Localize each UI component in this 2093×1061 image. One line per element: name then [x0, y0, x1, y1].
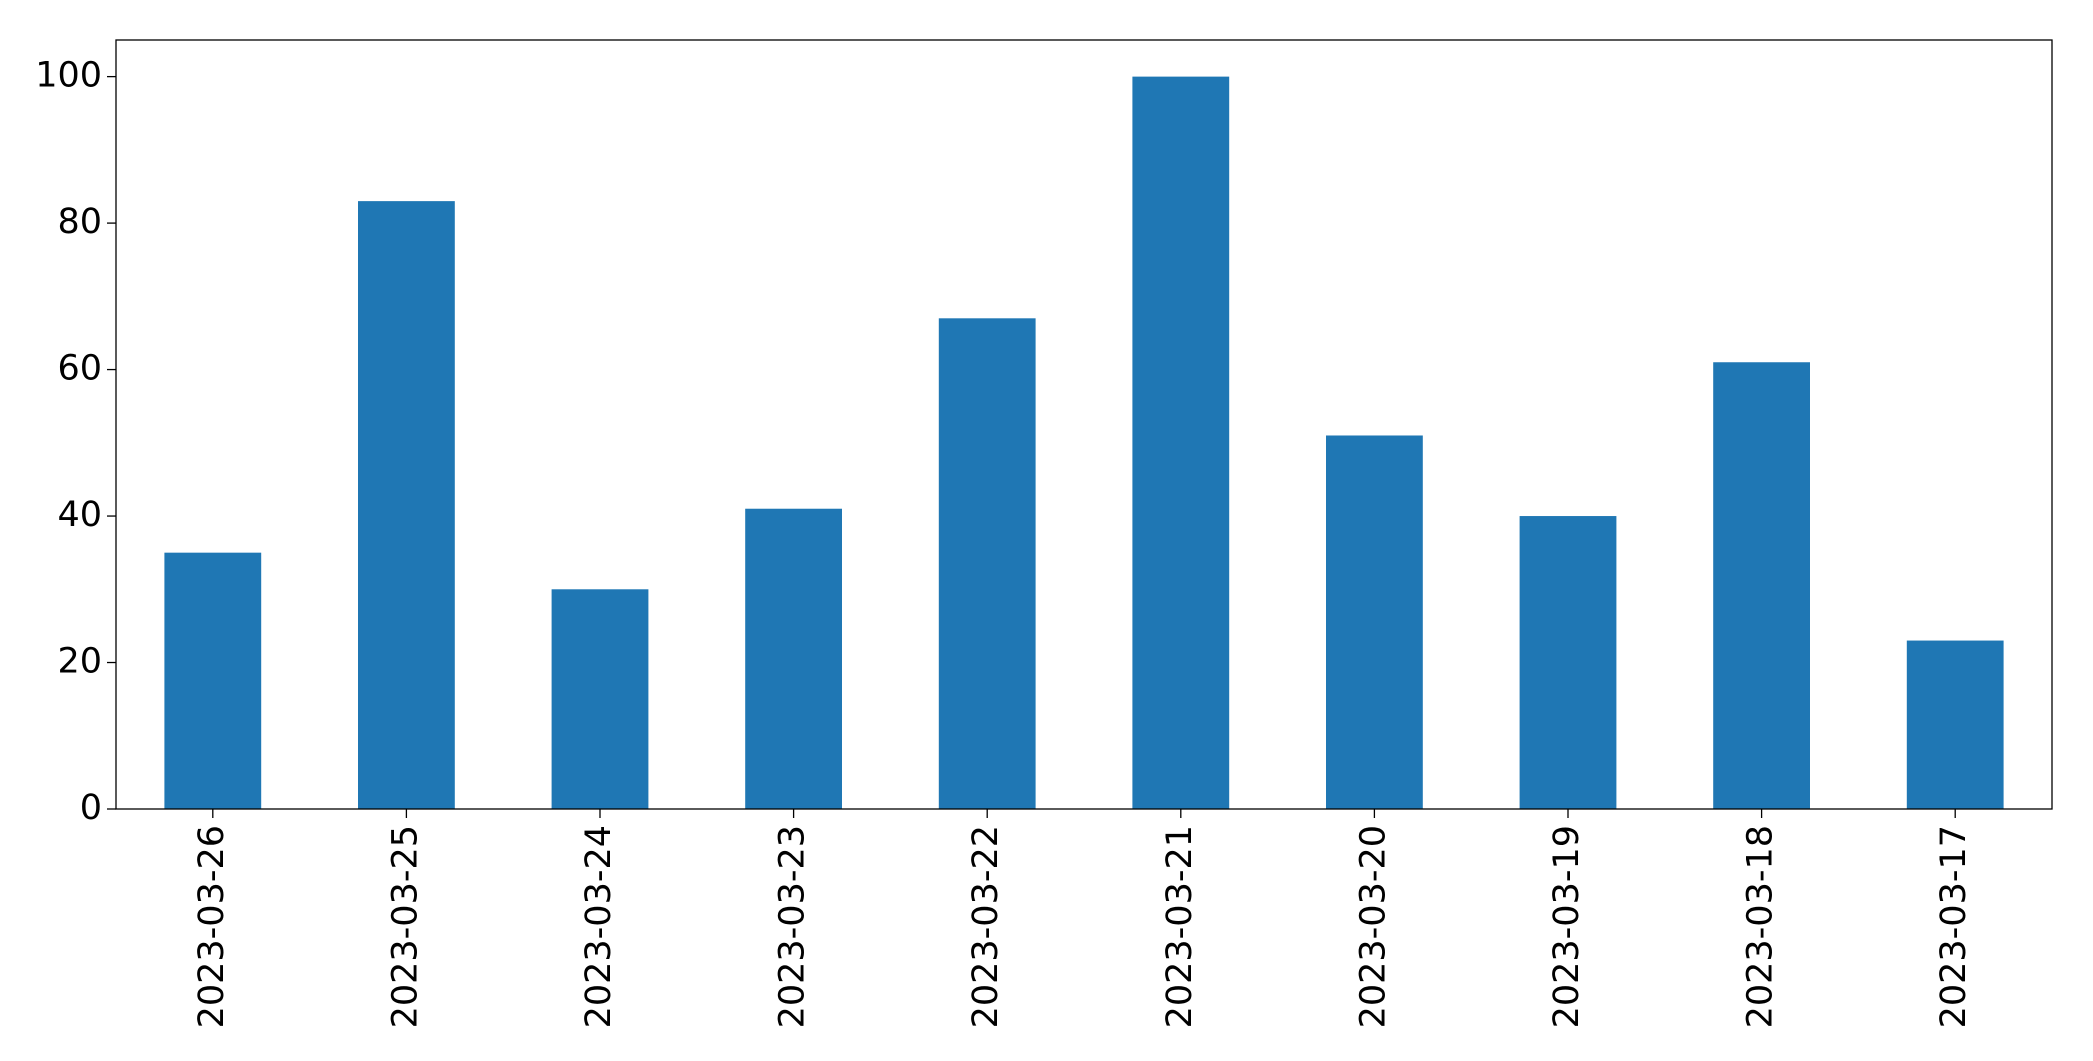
- bar: [551, 589, 649, 809]
- y-tick-label: 100: [35, 56, 102, 96]
- x-tick-label: 2023-03-18: [1741, 825, 1781, 1028]
- x-tick-label: 2023-03-21: [1160, 825, 1200, 1028]
- x-tick-label: 2023-03-20: [1353, 825, 1393, 1028]
- x-tick-label: 2023-03-22: [966, 825, 1006, 1028]
- x-tick-label: 2023-03-24: [579, 825, 619, 1028]
- bar: [358, 201, 455, 810]
- y-tick-label: 20: [57, 642, 102, 682]
- x-tick-label: 2023-03-26: [192, 825, 232, 1028]
- y-tick-label: 0: [80, 788, 102, 828]
- bar: [1132, 76, 1230, 810]
- y-tick-label: 80: [57, 202, 102, 242]
- x-tick-label: 2023-03-19: [1547, 825, 1587, 1028]
- x-tick-label: 2023-03-23: [773, 825, 813, 1028]
- y-tick-label: 60: [57, 349, 102, 389]
- plot-frame: [115, 39, 2053, 810]
- bar: [1906, 640, 2004, 809]
- bar: [1713, 362, 1810, 809]
- bar: [1519, 516, 1617, 809]
- bar: [938, 318, 1036, 809]
- bar: [164, 552, 262, 809]
- x-tick-label: 2023-03-17: [1934, 825, 1974, 1028]
- x-tick-label: 2023-03-25: [385, 825, 425, 1028]
- bar: [745, 508, 842, 809]
- bar: [1326, 435, 1423, 809]
- y-tick-label: 40: [57, 495, 102, 535]
